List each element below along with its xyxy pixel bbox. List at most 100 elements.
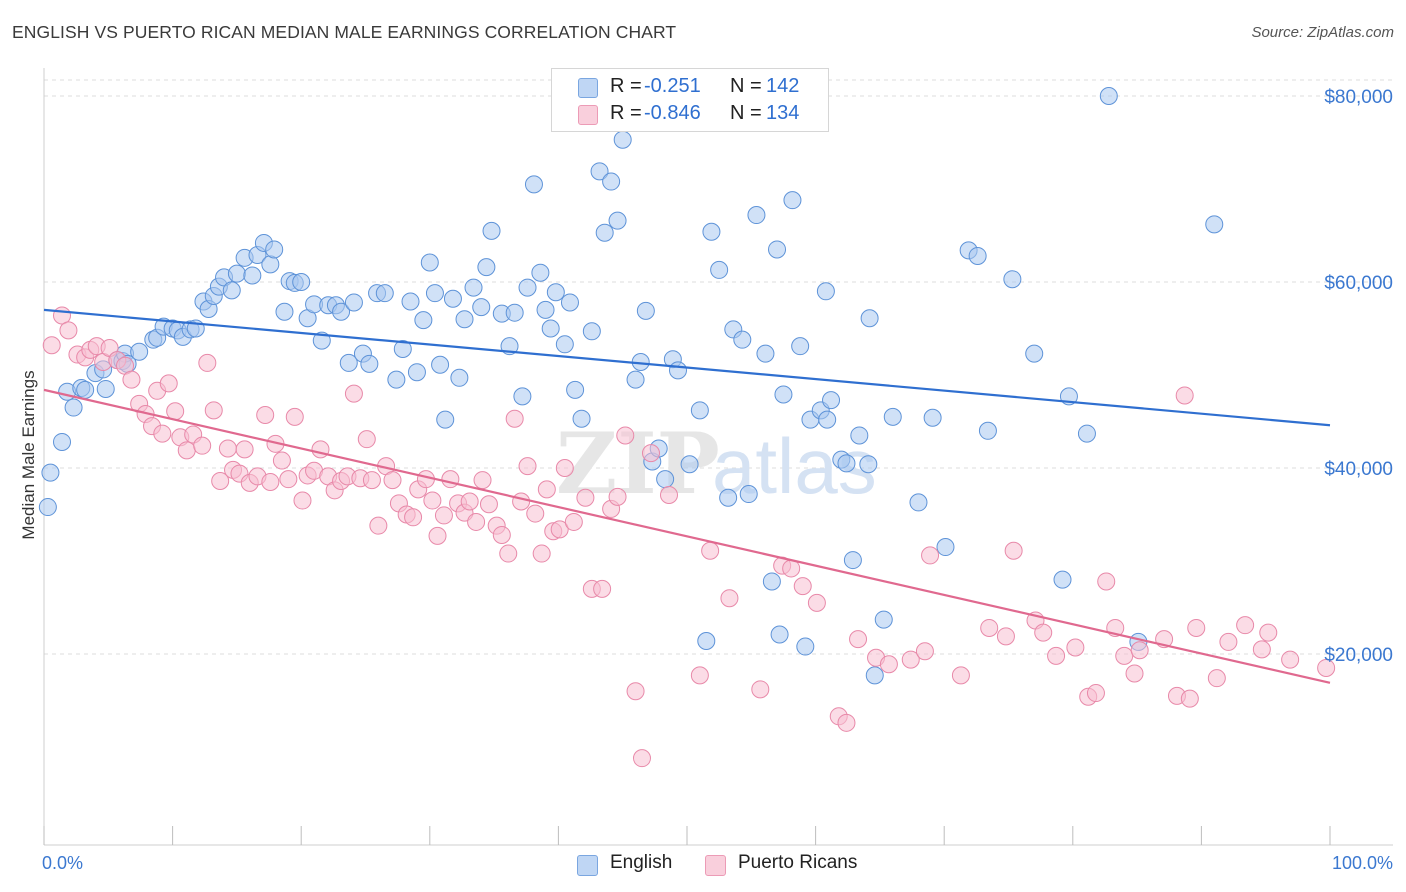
english-point xyxy=(436,410,455,429)
puerto-point xyxy=(153,424,172,443)
puerto-point xyxy=(632,749,651,768)
puerto-point xyxy=(532,544,551,563)
english-point xyxy=(76,380,95,399)
legend-r-value-puerto: -0.846 xyxy=(644,102,701,124)
legend-n-label: N = xyxy=(730,102,762,124)
puerto-point xyxy=(1004,541,1023,560)
english-point xyxy=(762,572,781,591)
y-tick-label: $40,000 xyxy=(1324,459,1393,480)
puerto-point xyxy=(1317,658,1336,677)
y-axis-label: Median Male Earnings xyxy=(19,370,38,539)
puerto-point xyxy=(1236,616,1255,635)
puerto-point xyxy=(550,520,569,539)
english-points xyxy=(38,87,1224,685)
english-point xyxy=(909,493,928,512)
english-point xyxy=(843,551,862,570)
english-point xyxy=(874,610,893,629)
puerto-point xyxy=(1097,572,1116,591)
english-point xyxy=(393,339,412,358)
puerto-point xyxy=(369,516,388,535)
puerto-point xyxy=(166,402,185,421)
puerto-point xyxy=(659,485,678,504)
bottom-swatch-english xyxy=(577,855,598,876)
english-point xyxy=(668,361,687,380)
puerto-point xyxy=(641,444,660,463)
english-point xyxy=(818,410,837,429)
puerto-point xyxy=(512,492,531,511)
puerto-point xyxy=(428,526,447,545)
english-point xyxy=(923,408,942,427)
english-point xyxy=(719,488,738,507)
puerto-point xyxy=(564,512,583,531)
english-point xyxy=(865,666,884,685)
english-point xyxy=(702,222,721,241)
puerto-point xyxy=(1130,641,1149,660)
english-point xyxy=(130,342,149,361)
english-point xyxy=(613,130,632,149)
english-point xyxy=(420,253,439,272)
legend-swatch-english xyxy=(578,78,598,98)
puerto-point xyxy=(837,713,856,732)
english-point xyxy=(275,302,294,321)
puerto-point xyxy=(1066,638,1085,657)
english-point xyxy=(690,401,709,420)
y-tick-label: $60,000 xyxy=(1324,273,1393,294)
correlation-legend: R = -0.251 N = 142 R = -0.846 N = 134 xyxy=(551,68,829,132)
legend-n-value-puerto: 134 xyxy=(766,102,800,124)
english-point xyxy=(572,409,591,428)
puerto-point xyxy=(357,430,376,449)
puerto-point xyxy=(211,472,230,491)
puerto-point xyxy=(467,512,486,531)
puerto-point xyxy=(576,488,595,507)
puerto-point xyxy=(1259,623,1278,642)
chart-title: ENGLISH VS PUERTO RICAN MEDIAN MALE EARN… xyxy=(12,22,677,42)
english-point xyxy=(518,278,537,297)
english-point xyxy=(464,278,483,297)
legend-r-label: R = xyxy=(610,75,642,97)
english-point xyxy=(747,206,766,225)
english-point xyxy=(768,240,787,259)
english-point xyxy=(53,432,72,451)
puerto-point xyxy=(1125,664,1144,683)
axes xyxy=(43,68,1393,846)
puerto-point xyxy=(1219,632,1238,651)
english-point xyxy=(739,485,758,504)
english-point xyxy=(401,292,420,311)
x-tick-label-max: 100.0% xyxy=(1332,853,1393,873)
english-point xyxy=(582,322,601,341)
puerto-point xyxy=(793,577,812,596)
puerto-point xyxy=(272,451,291,470)
english-point xyxy=(292,273,311,291)
english-point xyxy=(796,637,815,656)
english-point xyxy=(64,398,83,417)
trend-lines xyxy=(43,308,1331,684)
puerto-point xyxy=(690,666,709,685)
english-point xyxy=(546,283,565,302)
english-point xyxy=(414,311,433,330)
puerto-trend-line xyxy=(43,388,1331,684)
english-point xyxy=(1053,570,1072,589)
english-point xyxy=(791,337,810,356)
english-point xyxy=(656,470,675,489)
english-point xyxy=(243,266,262,285)
puerto-point xyxy=(849,630,868,649)
puerto-point xyxy=(383,471,402,490)
puerto-point xyxy=(193,436,212,455)
puerto-point xyxy=(204,401,223,420)
bottom-legend-label-english: English xyxy=(610,852,673,873)
english-point xyxy=(859,455,878,474)
puerto-point xyxy=(423,491,442,510)
english-point xyxy=(837,454,856,473)
puerto-point xyxy=(996,627,1015,646)
puerto-point xyxy=(1281,650,1300,669)
puerto-point xyxy=(1034,623,1053,642)
english-point xyxy=(602,172,621,191)
english-trend-line xyxy=(43,308,1331,427)
english-point xyxy=(978,421,997,440)
puerto-point xyxy=(1115,646,1134,665)
puerto-point xyxy=(879,655,898,674)
puerto-point xyxy=(177,441,196,460)
puerto-point xyxy=(701,541,720,560)
legend-n-value-english: 142 xyxy=(766,75,800,97)
english-point xyxy=(360,354,379,373)
